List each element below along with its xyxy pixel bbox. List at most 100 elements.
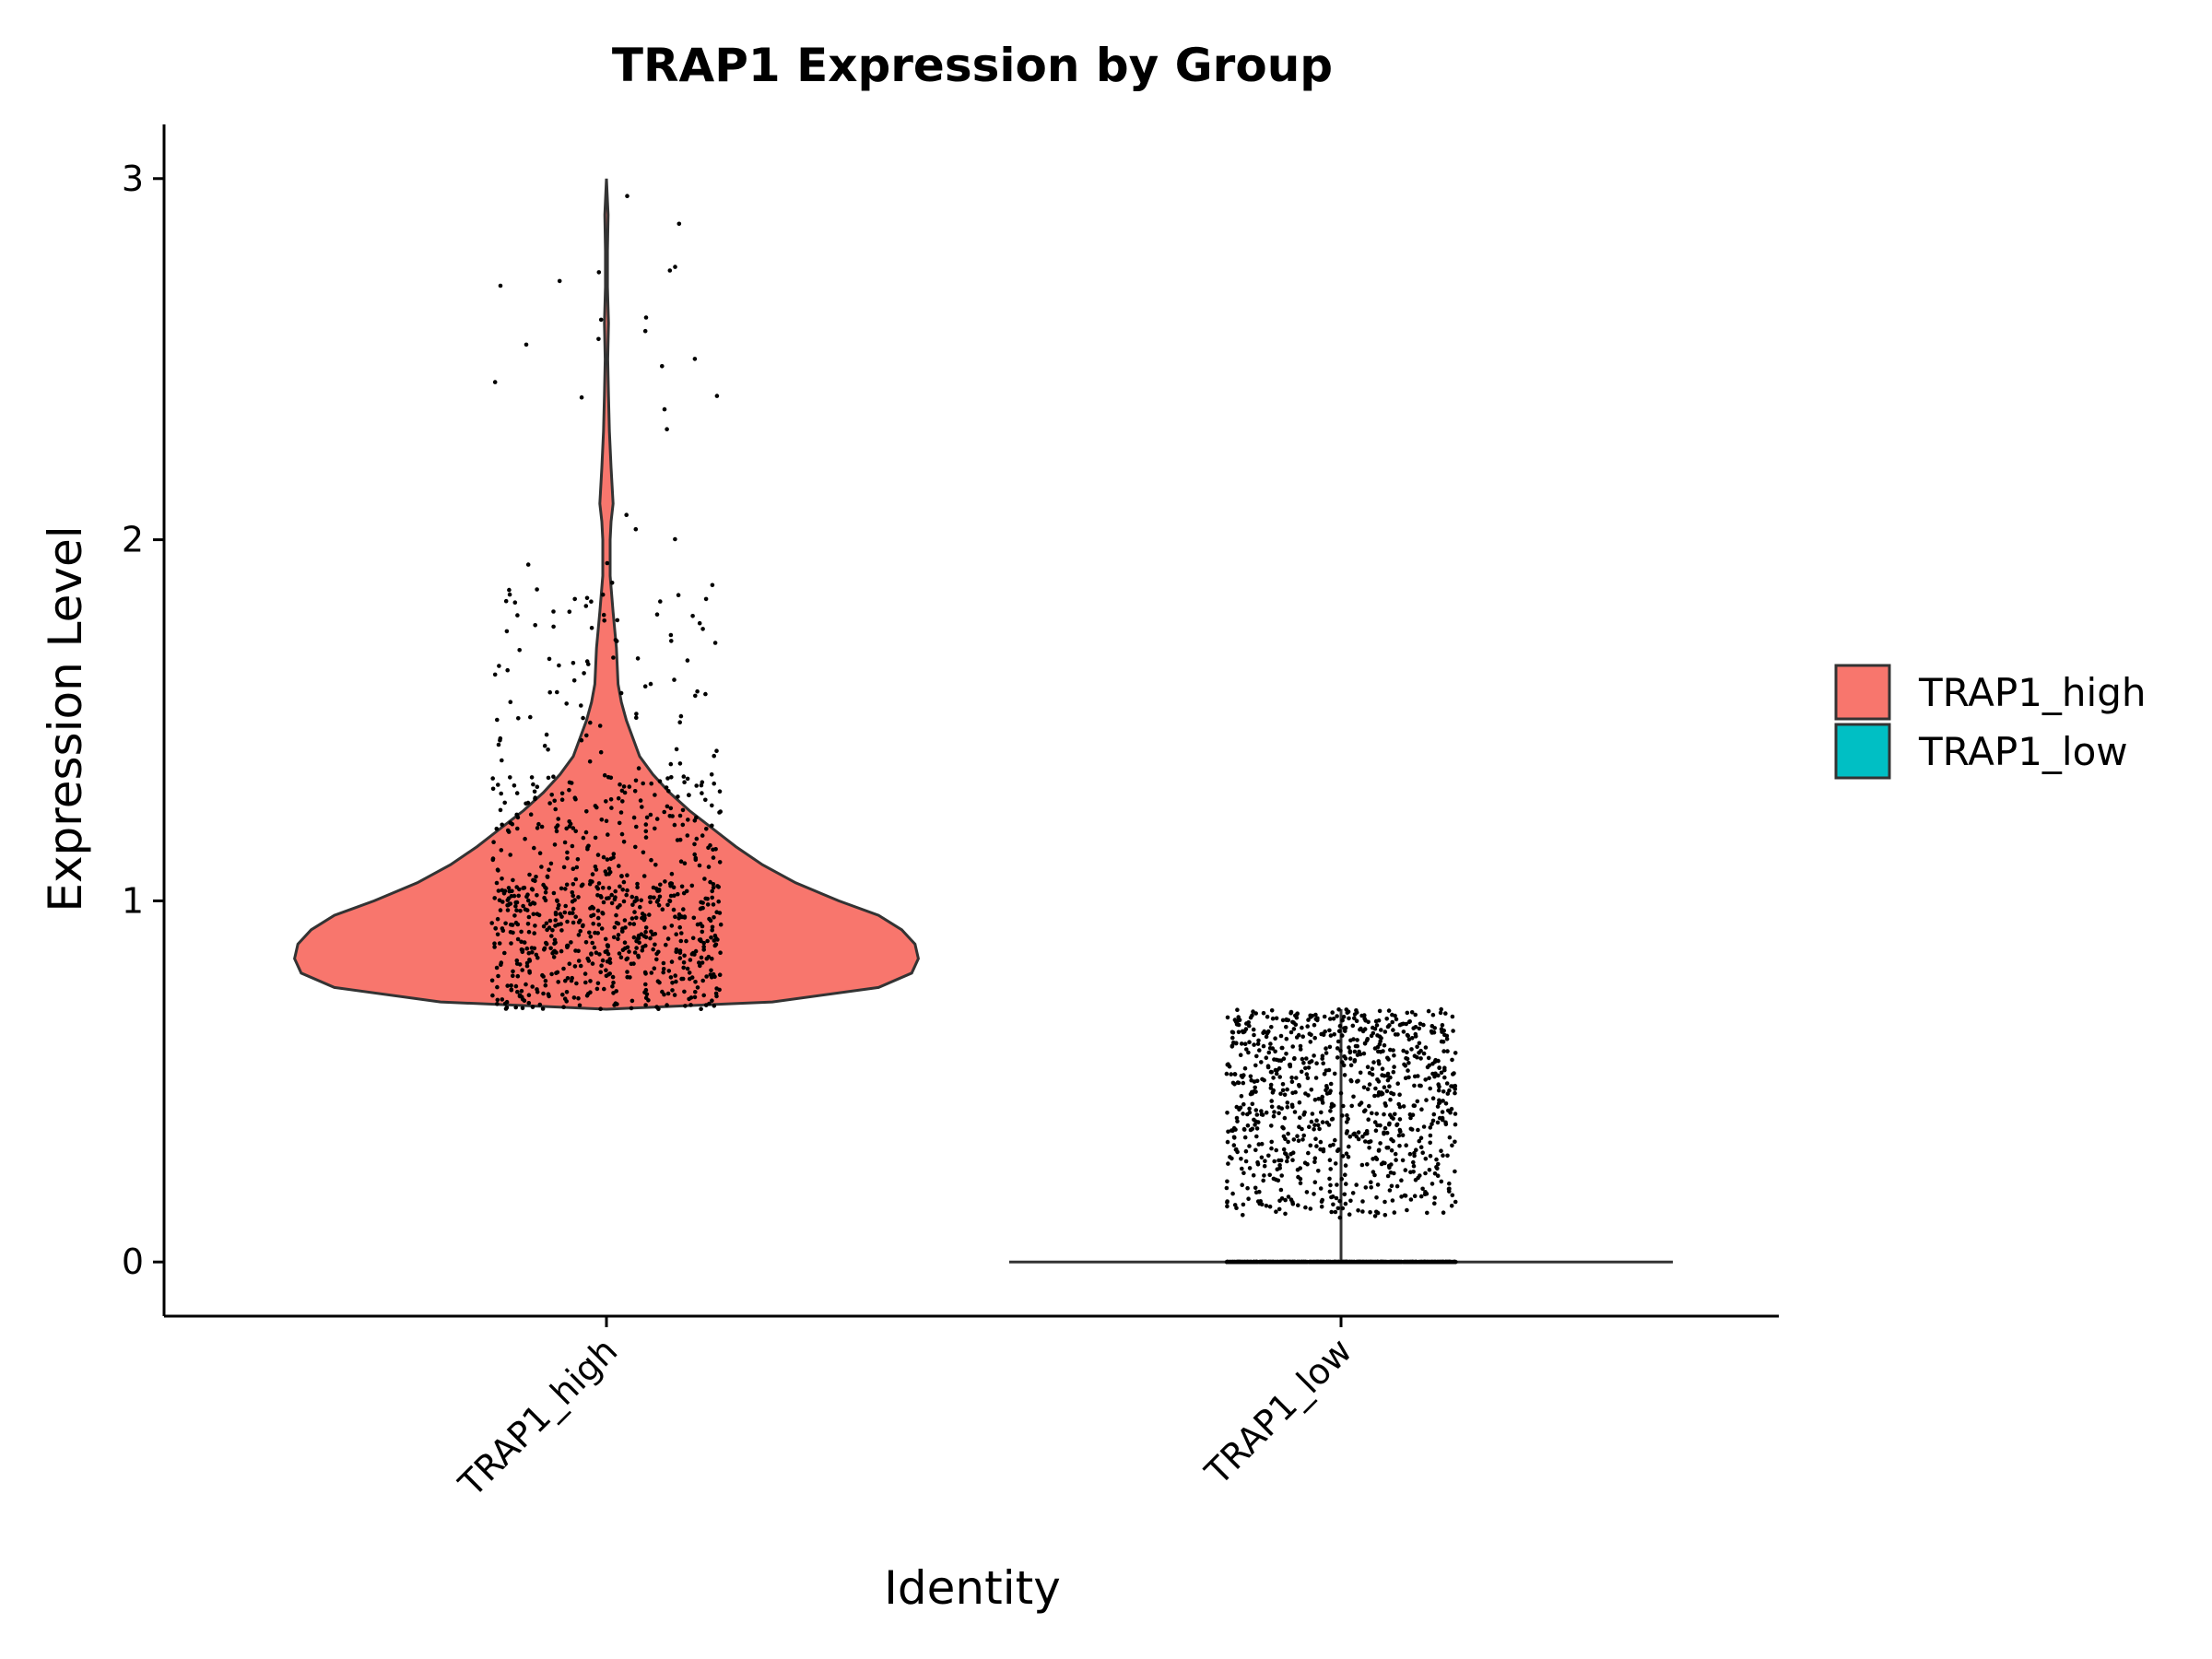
point-trap1-high bbox=[652, 966, 657, 971]
point-trap1-low bbox=[1246, 1050, 1251, 1055]
point-trap1-high bbox=[620, 888, 625, 892]
point-trap1-high bbox=[602, 986, 606, 992]
point-trap1-high bbox=[563, 887, 568, 891]
point-trap1-low bbox=[1340, 1113, 1345, 1118]
point-trap1-low bbox=[1354, 1182, 1359, 1187]
legend: TRAP1_high TRAP1_low bbox=[1834, 664, 2146, 780]
point-trap1-low bbox=[1306, 1150, 1311, 1156]
point-trap1-high bbox=[656, 902, 662, 908]
point-trap1-low bbox=[1374, 1023, 1380, 1028]
point-trap1-high bbox=[547, 918, 553, 924]
point-trap1-high bbox=[644, 815, 650, 820]
point-trap1-high bbox=[569, 940, 573, 945]
point-trap1-high bbox=[663, 879, 667, 884]
point-trap1-low bbox=[1418, 1145, 1424, 1149]
point-trap1-high bbox=[607, 870, 613, 875]
point-trap1-high bbox=[559, 928, 564, 933]
point-trap1-high bbox=[700, 929, 705, 935]
point-trap1-high bbox=[660, 907, 665, 912]
point-trap1-low bbox=[1241, 1073, 1246, 1077]
point-trap1-high bbox=[502, 1001, 508, 1006]
point-trap1-high bbox=[594, 867, 599, 872]
point-trap1-high bbox=[643, 1003, 648, 1007]
point-trap1-high bbox=[605, 560, 610, 566]
point-trap1-low bbox=[1265, 1065, 1271, 1070]
point-trap1-high bbox=[561, 1005, 566, 1009]
point-trap1-low bbox=[1290, 1019, 1295, 1025]
point-trap1-high bbox=[515, 826, 520, 831]
point-trap1-high bbox=[643, 925, 649, 930]
point-trap1-high bbox=[511, 969, 515, 974]
point-trap1-low-zero bbox=[1308, 1259, 1312, 1265]
point-trap1-low bbox=[1356, 1208, 1360, 1213]
point-trap1-low bbox=[1442, 1032, 1447, 1038]
point-trap1-high bbox=[587, 930, 592, 935]
point-trap1-low bbox=[1338, 1048, 1343, 1053]
point-trap1-high bbox=[665, 1003, 669, 1007]
point-trap1-low bbox=[1322, 1014, 1327, 1019]
point-trap1-high bbox=[681, 960, 687, 965]
point-trap1-low bbox=[1296, 1203, 1300, 1207]
point-trap1-low bbox=[1418, 1194, 1424, 1199]
point-trap1-high bbox=[525, 892, 530, 897]
y-tick-label: 0 bbox=[122, 1241, 144, 1282]
point-trap1-low bbox=[1406, 1068, 1410, 1073]
point-trap1-high bbox=[665, 902, 670, 908]
point-trap1-high bbox=[625, 956, 630, 961]
point-trap1-low bbox=[1284, 1024, 1288, 1030]
point-trap1-low bbox=[1430, 1118, 1436, 1124]
point-trap1-high bbox=[679, 931, 684, 935]
point-trap1-high bbox=[564, 882, 570, 888]
point-trap1-high bbox=[547, 867, 551, 872]
point-trap1-high bbox=[667, 899, 673, 904]
point-trap1-high bbox=[557, 278, 562, 284]
point-trap1-low bbox=[1368, 1210, 1372, 1215]
point-trap1-low-zero bbox=[1336, 1259, 1341, 1265]
point-trap1-high bbox=[563, 903, 568, 909]
point-trap1-low bbox=[1285, 1159, 1289, 1164]
point-trap1-high bbox=[579, 737, 584, 743]
point-trap1-high bbox=[529, 775, 535, 780]
point-trap1-high bbox=[495, 1002, 500, 1006]
point-trap1-high bbox=[515, 922, 521, 927]
point-trap1-high bbox=[563, 978, 568, 983]
point-trap1-high bbox=[532, 931, 536, 935]
point-trap1-low bbox=[1303, 1065, 1308, 1071]
point-trap1-low-zero bbox=[1339, 1259, 1345, 1265]
point-trap1-low bbox=[1453, 1169, 1457, 1174]
point-trap1-high bbox=[710, 823, 714, 829]
point-trap1-high bbox=[524, 963, 530, 969]
point-trap1-high bbox=[573, 796, 578, 802]
point-trap1-high bbox=[670, 814, 675, 818]
x-tick-label-trap1-high: TRAP1_high bbox=[451, 1330, 626, 1505]
point-trap1-low bbox=[1363, 1185, 1369, 1190]
point-trap1-low bbox=[1365, 1065, 1371, 1069]
point-trap1-high bbox=[621, 840, 627, 844]
point-trap1-high bbox=[652, 895, 656, 900]
point-trap1-high bbox=[522, 998, 527, 1003]
point-trap1-low bbox=[1225, 1139, 1230, 1145]
point-trap1-high bbox=[543, 890, 548, 895]
point-trap1-low bbox=[1411, 1159, 1416, 1165]
point-trap1-low bbox=[1390, 1198, 1395, 1203]
point-trap1-high bbox=[606, 832, 610, 837]
point-trap1-low bbox=[1347, 1135, 1353, 1139]
point-trap1-high bbox=[576, 959, 582, 963]
point-trap1-low bbox=[1338, 1090, 1344, 1096]
point-trap1-low bbox=[1403, 1064, 1408, 1068]
point-trap1-low bbox=[1229, 1072, 1233, 1077]
point-trap1-low bbox=[1328, 1109, 1333, 1113]
point-trap1-low bbox=[1364, 1129, 1370, 1134]
point-trap1-low-zero bbox=[1301, 1259, 1307, 1265]
point-trap1-high bbox=[613, 895, 618, 900]
point-trap1-low bbox=[1309, 1119, 1314, 1124]
point-trap1-low bbox=[1284, 1036, 1289, 1041]
point-trap1-low bbox=[1420, 1186, 1425, 1192]
point-trap1-high bbox=[594, 950, 599, 955]
point-trap1-high bbox=[637, 940, 641, 945]
point-trap1-high bbox=[534, 952, 539, 958]
point-trap1-high bbox=[622, 940, 628, 945]
point-trap1-high bbox=[549, 934, 554, 938]
point-trap1-low bbox=[1248, 1074, 1253, 1079]
point-trap1-low bbox=[1373, 1128, 1379, 1133]
